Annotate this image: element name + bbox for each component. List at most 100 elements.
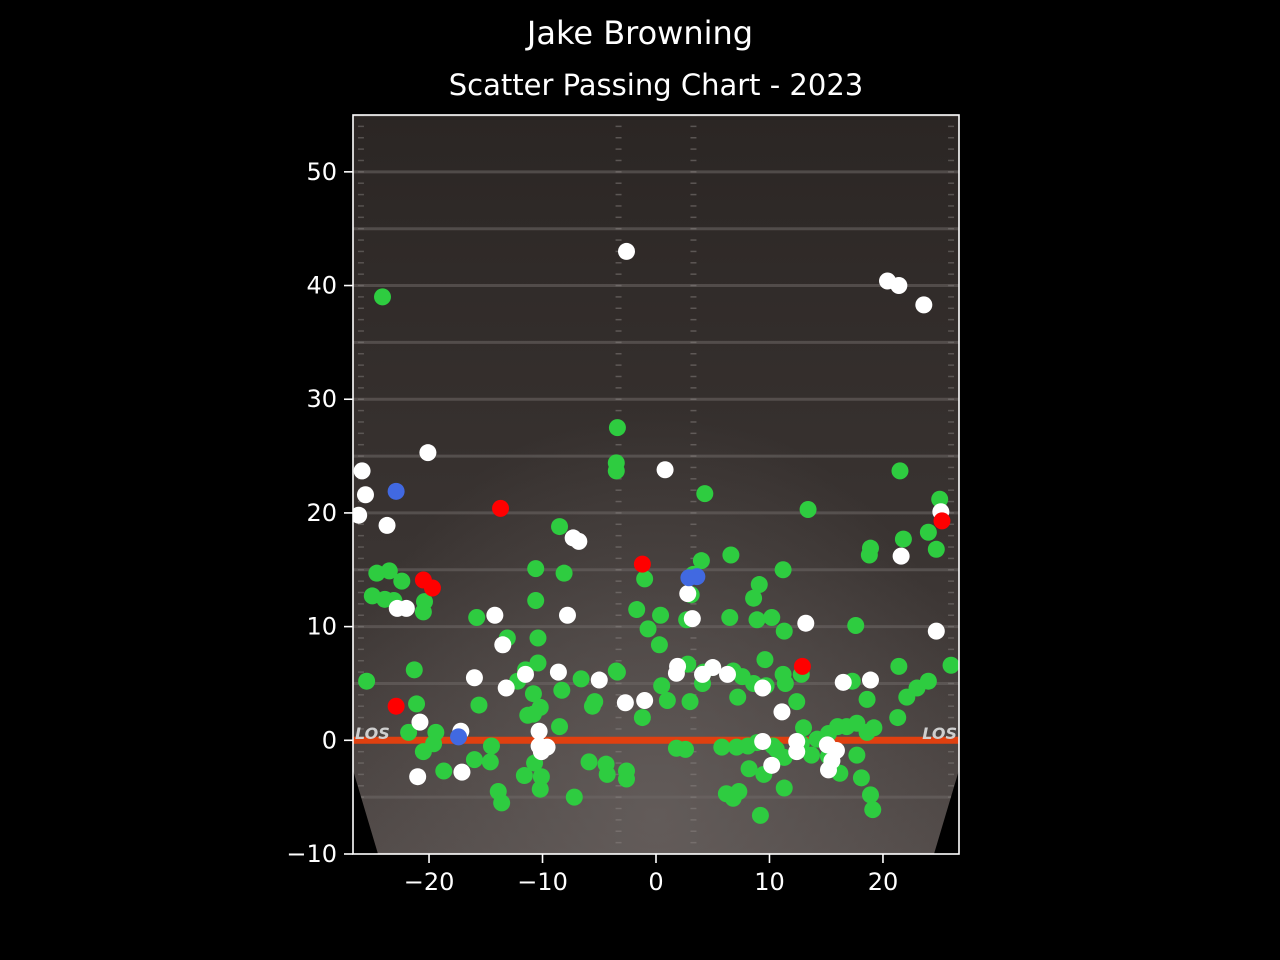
incomplete-pass-point [704,659,721,676]
touchdown-pass-point [688,568,705,585]
incomplete-pass-point [398,600,415,617]
incomplete-pass-point [517,666,534,683]
complete-pass-point [693,552,710,569]
interception-pass-point [794,658,811,675]
complete-pass-point [599,766,616,783]
complete-pass-point [890,658,907,675]
complete-pass-point [651,636,668,653]
complete-pass-point [920,524,937,541]
y-tick-label: −10 [286,840,337,868]
complete-pass-point [374,288,391,305]
incomplete-pass-point [411,714,428,731]
incomplete-pass-point [890,277,907,294]
complete-pass-point [749,611,766,628]
complete-pass-point [677,741,694,758]
incomplete-pass-point [498,680,515,697]
incomplete-pass-point [570,533,587,550]
complete-pass-point [800,501,817,518]
complete-pass-point [721,609,738,626]
incomplete-pass-point [754,680,771,697]
complete-pass-point [532,781,549,798]
incomplete-pass-point [591,672,608,689]
complete-pass-point [730,783,747,800]
y-axis: −10 0 10 20 30 40 50 [286,158,353,868]
touchdown-pass-point [388,483,405,500]
complete-pass-point [652,607,669,624]
y-tick-label: 40 [306,272,337,300]
complete-pass-point [928,541,945,558]
incomplete-pass-point [419,444,436,461]
incomplete-pass-point [559,607,576,624]
complete-pass-point [608,462,625,479]
x-axis: −20 −10 0 10 20 [404,854,899,896]
complete-pass-point [609,664,626,681]
complete-pass-point [493,794,510,811]
complete-pass-point [573,670,590,687]
interception-pass-point [634,556,651,573]
incomplete-pass-point [466,669,483,686]
interception-pass-point [424,579,441,596]
touchdown-pass-point [450,728,467,745]
complete-pass-point [864,801,881,818]
complete-pass-point [628,601,645,618]
incomplete-pass-point [797,615,814,632]
complete-pass-point [527,560,544,577]
complete-pass-point [435,763,452,780]
complete-pass-point [551,718,568,735]
incomplete-pass-point [820,761,837,778]
complete-pass-point [415,603,432,620]
field-background: LOS LOS [353,115,959,854]
incomplete-pass-point [354,462,371,479]
incomplete-pass-point [531,723,548,740]
x-tick-label: −20 [404,868,455,896]
complete-pass-point [713,739,730,756]
complete-pass-point [553,682,570,699]
complete-pass-point [696,485,713,502]
complete-pass-point [861,546,878,563]
incomplete-pass-point [763,757,780,774]
complete-pass-point [865,719,882,736]
incomplete-pass-point [928,623,945,640]
los-label-left: LOS [355,724,390,743]
complete-pass-point [848,747,865,764]
incomplete-pass-point [357,486,374,503]
complete-pass-point [483,737,500,754]
incomplete-pass-point [835,674,852,691]
incomplete-pass-point [494,636,511,653]
complete-pass-point [741,760,758,777]
complete-pass-point [482,753,499,770]
complete-pass-point [862,786,879,803]
interception-pass-point [933,512,950,529]
incomplete-pass-point [453,764,470,781]
complete-pass-point [581,753,598,770]
interception-pass-point [492,500,509,517]
complete-pass-point [566,789,583,806]
complete-pass-point [556,565,573,582]
x-tick-label: 20 [868,868,899,896]
incomplete-pass-point [788,743,805,760]
complete-pass-point [425,735,442,752]
complete-pass-point [358,673,375,690]
incomplete-pass-point [409,768,426,785]
complete-pass-point [468,609,485,626]
incomplete-pass-point [636,692,653,709]
complete-pass-point [636,570,653,587]
complete-pass-point [529,629,546,646]
x-tick-label: −10 [517,868,568,896]
incomplete-pass-point [618,243,635,260]
incomplete-pass-point [617,694,634,711]
incomplete-pass-point [550,664,567,681]
complete-pass-point [847,617,864,634]
interception-pass-point [388,698,405,715]
incomplete-pass-point [539,739,556,756]
complete-pass-point [584,698,601,715]
incomplete-pass-point [657,461,674,478]
complete-pass-point [920,673,937,690]
incomplete-pass-point [719,666,736,683]
complete-pass-point [551,518,568,535]
complete-pass-point [532,699,549,716]
complete-pass-point [640,620,657,637]
los-label-right: LOS [922,724,957,743]
incomplete-pass-point [379,517,396,534]
